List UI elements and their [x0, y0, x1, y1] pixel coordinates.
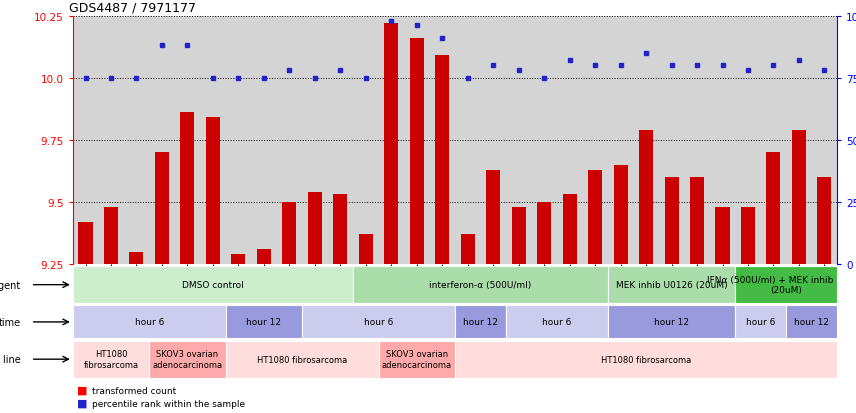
- Text: transformed count: transformed count: [92, 386, 175, 394]
- Bar: [181, 113, 194, 264]
- Text: HT1080 fibrosarcoma: HT1080 fibrosarcoma: [601, 355, 691, 364]
- Text: hour 12: hour 12: [794, 318, 829, 327]
- Bar: [786, 306, 837, 339]
- Text: interferon-α (500U/ml): interferon-α (500U/ml): [430, 280, 532, 290]
- Bar: [690, 178, 704, 264]
- Bar: [455, 306, 506, 339]
- Text: agent: agent: [0, 280, 21, 290]
- Bar: [588, 170, 602, 264]
- Bar: [435, 56, 449, 264]
- Bar: [716, 207, 729, 264]
- Bar: [608, 306, 735, 339]
- Bar: [149, 341, 226, 378]
- Bar: [664, 178, 679, 264]
- Bar: [817, 178, 831, 264]
- Text: hour 6: hour 6: [542, 318, 572, 327]
- Bar: [73, 306, 226, 339]
- Text: ■: ■: [77, 398, 87, 408]
- Bar: [614, 165, 627, 264]
- Text: hour 12: hour 12: [247, 318, 282, 327]
- Bar: [282, 202, 296, 264]
- Text: GDS4487 / 7971177: GDS4487 / 7971177: [69, 1, 196, 14]
- Text: hour 6: hour 6: [134, 318, 163, 327]
- Bar: [129, 252, 144, 264]
- Text: DMSO control: DMSO control: [182, 280, 244, 290]
- Bar: [378, 341, 455, 378]
- Bar: [384, 24, 398, 264]
- Bar: [333, 195, 348, 264]
- Text: HT1080
fibrosarcoma: HT1080 fibrosarcoma: [83, 350, 139, 369]
- Text: hour 12: hour 12: [654, 318, 689, 327]
- Bar: [308, 192, 322, 264]
- Bar: [226, 341, 378, 378]
- Bar: [461, 235, 475, 264]
- Bar: [766, 153, 781, 264]
- Text: hour 12: hour 12: [463, 318, 498, 327]
- Bar: [206, 118, 220, 264]
- Text: hour 6: hour 6: [746, 318, 776, 327]
- Bar: [104, 207, 118, 264]
- Bar: [455, 341, 837, 378]
- Text: IFNα (500U/ml) + MEK inhib U0126
(20uM): IFNα (500U/ml) + MEK inhib U0126 (20uM): [707, 275, 856, 294]
- Text: percentile rank within the sample: percentile rank within the sample: [92, 399, 245, 408]
- Bar: [486, 170, 500, 264]
- Bar: [512, 207, 526, 264]
- Bar: [231, 254, 246, 264]
- Bar: [410, 39, 424, 264]
- Bar: [79, 222, 92, 264]
- Bar: [639, 131, 653, 264]
- Text: cell line: cell line: [0, 354, 21, 364]
- Bar: [257, 249, 270, 264]
- Bar: [792, 131, 806, 264]
- Bar: [73, 266, 353, 304]
- Bar: [353, 266, 608, 304]
- Bar: [302, 306, 455, 339]
- Bar: [73, 341, 149, 378]
- Bar: [608, 266, 735, 304]
- Text: HT1080 fibrosarcoma: HT1080 fibrosarcoma: [257, 355, 348, 364]
- Bar: [741, 207, 755, 264]
- Text: ■: ■: [77, 385, 87, 395]
- Text: time: time: [0, 317, 21, 327]
- Text: hour 6: hour 6: [364, 318, 393, 327]
- Bar: [735, 266, 837, 304]
- Bar: [226, 306, 302, 339]
- Bar: [155, 153, 169, 264]
- Bar: [359, 235, 373, 264]
- Text: SKOV3 ovarian
adenocarcinoma: SKOV3 ovarian adenocarcinoma: [382, 350, 452, 369]
- Bar: [537, 202, 551, 264]
- Bar: [735, 306, 786, 339]
- Bar: [506, 306, 608, 339]
- Text: SKOV3 ovarian
adenocarcinoma: SKOV3 ovarian adenocarcinoma: [152, 350, 223, 369]
- Text: MEK inhib U0126 (20uM): MEK inhib U0126 (20uM): [615, 280, 728, 290]
- Bar: [562, 195, 577, 264]
